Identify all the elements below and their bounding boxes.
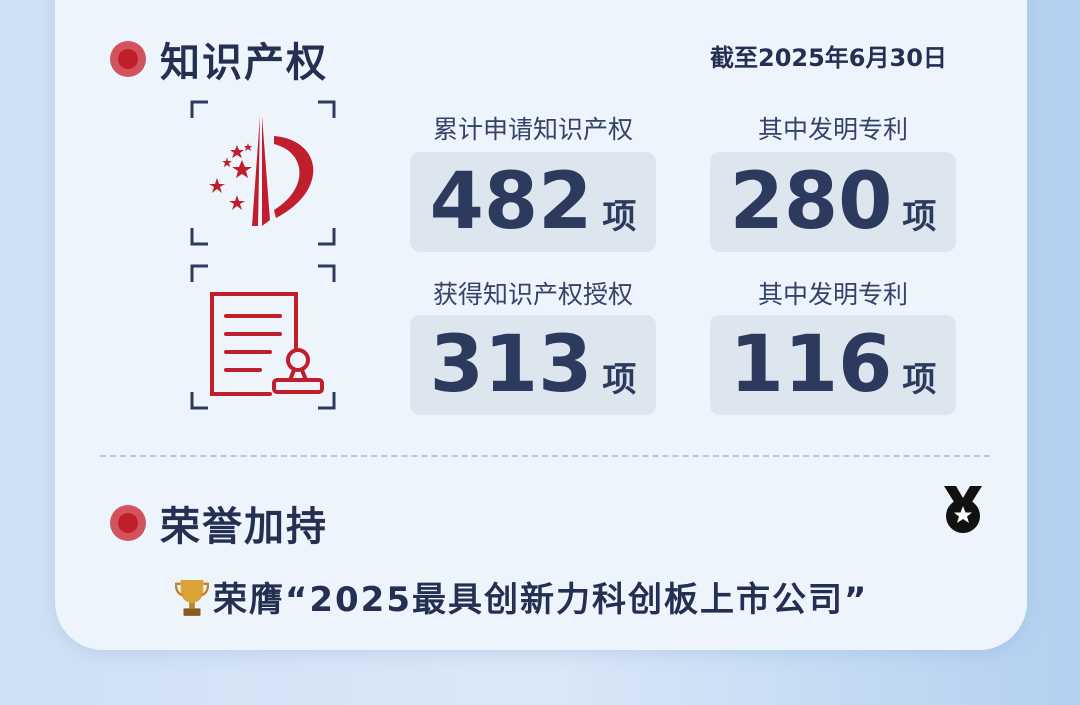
award-text: 荣膺“2025最具创新力科创板上市公司”	[213, 580, 869, 620]
stat-value: 116	[729, 320, 893, 410]
stat-unit: 项	[602, 197, 637, 237]
ip-section-header: 知识产权	[110, 30, 330, 90]
stat-label: 累计申请知识产权	[432, 115, 633, 144]
stat-value: 313	[429, 320, 593, 410]
as-of-date: 截至2025年6月30日	[710, 44, 947, 72]
bullet-dot-icon	[110, 505, 146, 541]
section-divider	[100, 455, 990, 457]
section-title: 知识产权	[158, 30, 330, 90]
award-line: 荣膺“2025最具创新力科创板上市公司”	[175, 572, 868, 621]
patent-emblem-icon	[190, 100, 336, 246]
section-title: 荣誉加持	[158, 494, 330, 554]
stat-value: 280	[729, 157, 893, 247]
stat-unit: 项	[902, 197, 937, 237]
stat-unit: 项	[902, 360, 937, 400]
stat-label: 其中发明专利	[757, 115, 908, 144]
trophy-icon	[175, 579, 209, 616]
stat-box-invention-applications: 280 项	[710, 152, 956, 252]
stat-label: 其中发明专利	[757, 280, 908, 309]
stat-box-ip-granted: 313 项	[410, 315, 656, 415]
bullet-dot-icon	[110, 41, 146, 77]
stat-box-invention-granted: 116 项	[710, 315, 956, 415]
stat-value: 482	[429, 157, 593, 247]
stat-unit: 项	[602, 360, 637, 400]
stat-box-ip-applications: 482 项	[410, 152, 656, 252]
honor-section-header: 荣誉加持	[110, 494, 330, 554]
stat-label: 获得知识产权授权	[432, 280, 633, 309]
medal-icon	[942, 486, 984, 534]
certificate-icon	[190, 264, 336, 410]
